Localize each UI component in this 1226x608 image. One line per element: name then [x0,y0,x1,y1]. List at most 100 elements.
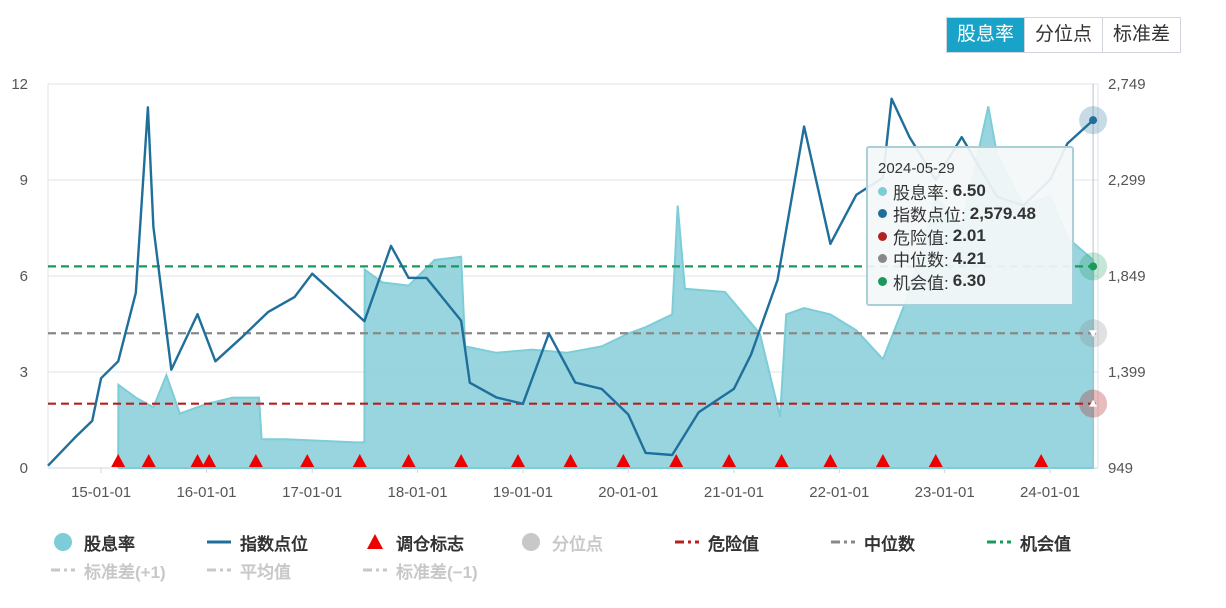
tooltip-value: 2,579.48 [969,203,1036,223]
x-tick-label: 24-01-01 [1020,484,1080,501]
legend-item[interactable]: 平均值 [206,558,362,583]
legend-item[interactable]: 分位点 [518,530,674,555]
y-right-tick-label: 949 [1108,460,1133,477]
rebalance-marker [722,454,737,467]
median-end-icon [1089,330,1098,338]
rebalance-marker [141,454,156,467]
tooltip-row: 危险值: 2.01 [878,225,1062,248]
rebalance-marker [928,454,943,467]
rebalance-marker [248,454,263,467]
dot-icon [54,533,72,551]
y-right-tick-label: 2,749 [1108,76,1146,93]
legend-label: 调仓标志 [396,534,464,554]
tooltip-row: 股息率: 6.50 [878,180,1062,203]
tooltip-dot-icon [878,186,887,196]
x-tick-label: 15-01-01 [71,484,131,501]
x-tick-label: 20-01-01 [598,484,658,501]
legend-label: 危险值 [708,534,759,554]
chart-tooltip: 2024-05-29 股息率: 6.50 指数点位: 2,579.48 危险值: 2.01… [866,146,1074,306]
tooltip-label: 中位数: [893,251,949,271]
tab-percentile[interactable]: 分位点 [1024,18,1103,52]
y-left-tick-label: 6 [20,268,28,285]
legend-item[interactable]: 标准差(+1) [50,558,206,583]
rebalance-marker [401,454,416,467]
rebalance-marker [454,454,469,467]
tooltip-dot-icon [878,231,887,241]
x-tick-label: 22-01-01 [809,484,869,501]
triangle-icon [367,534,383,549]
dash-icon [987,540,1011,544]
dash-icon [363,568,387,572]
rebalance-marker [352,454,367,467]
legend-label: 中位数 [864,534,915,554]
tooltip-value: 6.50 [952,181,986,201]
rebalance-marker [202,454,217,467]
tooltip-row: 中位数: 4.21 [878,248,1062,271]
legend-item[interactable]: 股息率 [50,530,206,555]
dot-icon [522,533,540,551]
tooltip-dot-icon [878,276,887,286]
rebalance-marker [823,454,838,467]
y-left-tick-label: 3 [20,364,28,381]
legend-item[interactable]: 危险值 [674,530,830,555]
dash-icon [675,540,699,544]
rebalance-marker [111,454,126,467]
rebalance-marker [511,454,526,467]
tooltip-value: 6.30 [952,271,986,291]
danger-end-icon [1089,399,1098,407]
tooltip-dot-icon [878,254,887,264]
legend-label: 股息率 [84,534,135,554]
opportunity-end-dot [1089,262,1098,271]
legend-item[interactable]: 指数点位 [206,530,362,555]
tooltip-label: 危险值: [893,228,949,248]
rebalance-marker [774,454,789,467]
y-right-tick-label: 2,299 [1108,172,1146,189]
index-end-dot [1089,116,1098,125]
legend-item[interactable]: 机会值 [986,530,1142,555]
tab-dividend-yield[interactable]: 股息率 [947,18,1025,52]
tooltip-date: 2024-05-29 [878,160,955,177]
legend-label: 分位点 [552,534,603,554]
legend-item[interactable]: 中位数 [830,530,986,555]
dash-icon [51,568,75,572]
x-tick-label: 17-01-01 [282,484,342,501]
y-right-tick-label: 1,399 [1108,364,1146,381]
tooltip-value: 2.01 [952,226,986,246]
tooltip-row: 指数点位: 2,579.48 [878,203,1062,226]
y-left-tick-label: 12 [11,76,28,93]
legend-label: 指数点位 [240,534,308,554]
rebalance-marker [1034,454,1049,467]
x-tick-label: 23-01-01 [915,484,975,501]
line-icon [207,540,231,544]
rebalance-marker [563,454,578,467]
rebalance-marker [190,454,205,467]
tooltip-row: 机会值: 6.30 [878,270,1062,293]
tab-std-dev[interactable]: 标准差 [1102,18,1181,52]
tooltip-label: 机会值: [893,273,949,293]
x-tick-label: 21-01-01 [704,484,764,501]
legend-label: 标准差(−1) [396,562,478,582]
legend-label: 机会值 [1020,534,1071,554]
rebalance-marker [875,454,890,467]
legend-row: 股息率 指数点位 调仓标志 分位点 危险值 中位数 机会值 [50,528,1150,556]
tooltip-label: 指数点位: [893,206,966,226]
tooltip-dot-icon [878,209,887,219]
y-left-tick-label: 0 [20,460,28,477]
dash-icon [207,568,231,572]
legend-item[interactable]: 标准差(−1) [362,558,518,583]
chart-legend: 股息率 指数点位 调仓标志 分位点 危险值 中位数 机会值 标准差(+1) 平均值 标准差(−1… [50,528,1150,584]
rebalance-marker [616,454,631,467]
y-left-tick-label: 9 [20,172,28,189]
tooltip-label: 股息率: [893,183,949,203]
rebalance-marker [300,454,315,467]
rebalance-marker [669,454,684,467]
legend-item[interactable]: 调仓标志 [362,530,518,555]
legend-label: 标准差(+1) [84,562,166,582]
legend-row: 标准差(+1) 平均值 标准差(−1) [50,556,1150,584]
tooltip-value: 4.21 [952,248,986,268]
dash-icon [831,540,855,544]
x-tick-label: 18-01-01 [388,484,448,501]
x-tick-label: 16-01-01 [176,484,236,501]
index-level-line [47,97,1094,467]
x-tick-label: 19-01-01 [493,484,553,501]
